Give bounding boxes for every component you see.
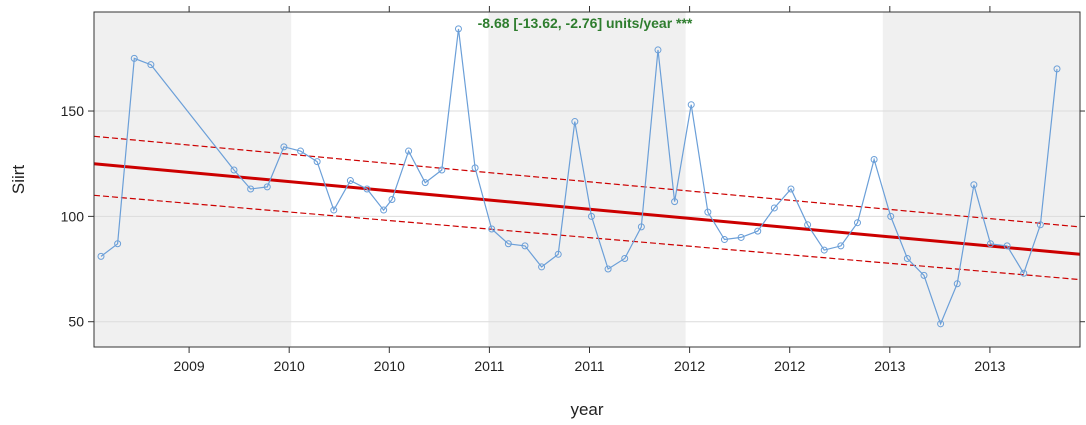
x-tick-label: 2011 — [574, 358, 604, 374]
data-point — [114, 240, 122, 248]
data-point — [1036, 221, 1044, 229]
y-tick-label: 50 — [68, 314, 84, 330]
data-point — [405, 147, 413, 155]
trend-lower-line — [93, 194, 1081, 281]
data-point — [986, 240, 994, 248]
data-point — [280, 143, 288, 151]
trend-upper-line — [93, 135, 1081, 228]
y-axis-title: Siirt — [9, 165, 28, 195]
data-point — [770, 204, 778, 212]
data-point — [637, 223, 645, 231]
data-point — [887, 212, 895, 220]
data-point — [1003, 242, 1011, 250]
y-tick-label: 100 — [61, 208, 85, 224]
data-point — [804, 221, 812, 229]
data-point — [438, 166, 446, 174]
data-point — [737, 233, 745, 241]
data-point — [571, 118, 579, 126]
data-point — [130, 54, 138, 62]
x-tick-label: 2012 — [774, 358, 805, 374]
x-tick-label: 2013 — [974, 358, 1005, 374]
gridlines — [94, 110, 1080, 323]
data-point — [704, 208, 712, 216]
data-point — [604, 265, 612, 273]
series-layer — [97, 25, 1061, 328]
x-tick-label: 2011 — [474, 358, 504, 374]
data-point — [1020, 269, 1028, 277]
axis-ticks: 50 100 150 2009 2010 2010 2011 2011 2012 2012 2013… — [61, 6, 1085, 374]
data-point — [820, 246, 828, 254]
x-axis-title: year — [570, 400, 603, 419]
shaded-band — [882, 12, 1080, 347]
shaded-band — [488, 12, 686, 347]
trend-annotation: -8.68 [-13.62, -2.76] units/year *** — [478, 15, 693, 31]
trend-line — [93, 162, 1081, 256]
data-point — [388, 196, 396, 204]
data-point — [538, 263, 546, 271]
data-point — [671, 198, 679, 206]
data-point — [97, 252, 105, 260]
data-point — [330, 206, 338, 214]
data-point — [504, 240, 512, 248]
y-tick-label: 150 — [61, 103, 85, 119]
series-line — [100, 28, 1058, 326]
data-point — [554, 250, 562, 258]
data-point — [953, 280, 961, 288]
trend-layer — [93, 135, 1081, 281]
data-point — [230, 166, 238, 174]
data-point — [346, 177, 354, 185]
data-point — [471, 164, 479, 172]
data-point — [587, 212, 595, 220]
data-point — [837, 242, 845, 250]
data-point — [247, 185, 255, 193]
data-point — [363, 185, 371, 193]
data-point — [263, 183, 271, 191]
data-point — [920, 271, 928, 279]
data-point — [720, 236, 728, 244]
data-point — [970, 181, 978, 189]
data-point — [654, 46, 662, 54]
data-point — [687, 101, 695, 109]
data-point — [521, 242, 529, 250]
data-point — [297, 147, 305, 155]
data-point — [903, 255, 911, 263]
plot-frame — [93, 11, 1081, 348]
data-point — [853, 219, 861, 227]
data-point — [488, 225, 496, 233]
data-point — [421, 179, 429, 187]
x-tick-label: 2009 — [174, 358, 205, 374]
x-tick-label: 2010 — [274, 358, 305, 374]
x-tick-label: 2013 — [874, 358, 905, 374]
data-point — [1053, 65, 1061, 73]
data-point — [870, 155, 878, 163]
data-point — [313, 158, 321, 166]
data-point — [937, 320, 945, 328]
data-point — [147, 61, 155, 69]
alternating-year-bands — [94, 12, 1080, 347]
x-tick-label: 2010 — [374, 358, 405, 374]
data-point — [380, 206, 388, 214]
data-point — [754, 227, 762, 235]
x-tick-label: 2012 — [674, 358, 705, 374]
data-point — [454, 25, 462, 33]
data-point — [787, 185, 795, 193]
data-point — [621, 255, 629, 263]
